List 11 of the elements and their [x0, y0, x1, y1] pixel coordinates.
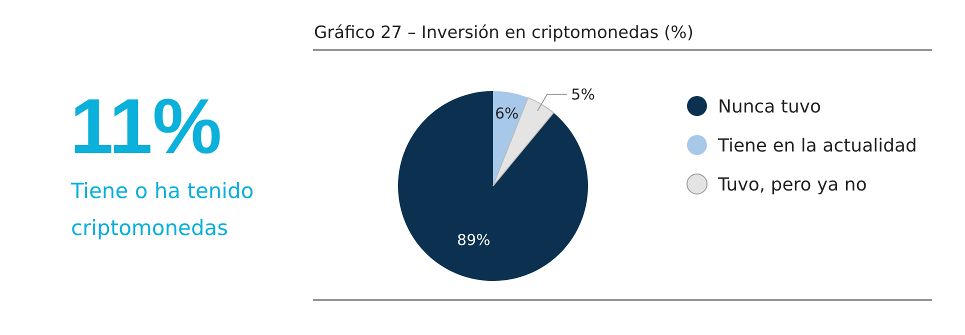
data-label: 89% [457, 230, 490, 249]
pie-slice [493, 91, 528, 186]
text: Tiene o ha tenido criptomonedas [70, 179, 254, 240]
data-label: 6% [494, 104, 519, 122]
pie-slice [492, 97, 554, 186]
legend-label: Nunca tuvo [718, 96, 822, 118]
legend-label: Tiene en la actualidad [717, 135, 917, 156]
chart-title: Gráfico 27 – Inversión en criptomonedas (%) [314, 23, 694, 43]
text: 11% [70, 82, 222, 170]
data-label: 5% [571, 86, 595, 104]
legend-label: Tuvo, pero ya no [717, 174, 867, 196]
